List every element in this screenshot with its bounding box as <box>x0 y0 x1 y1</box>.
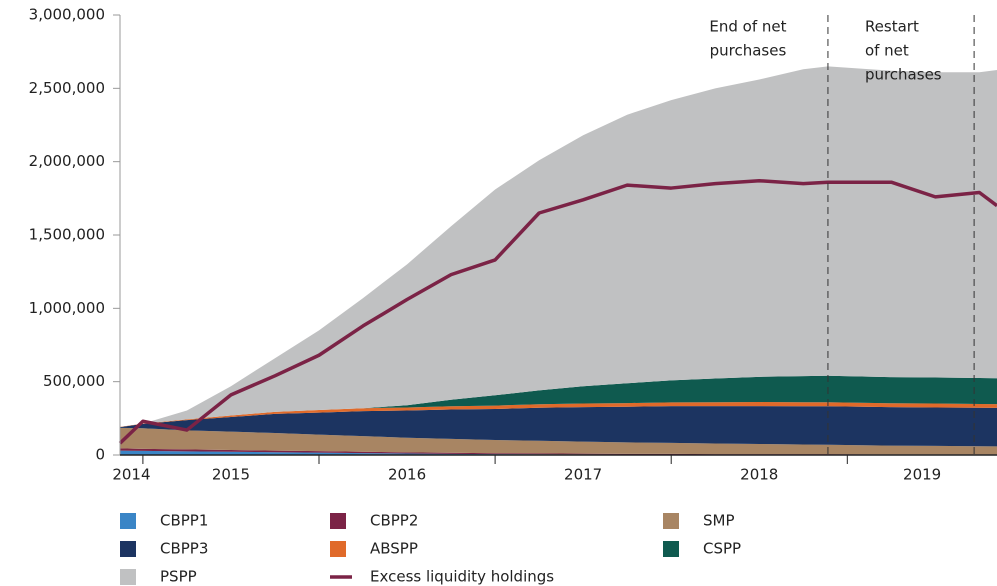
y-tick-label: 1,500,000 <box>29 226 105 244</box>
y-tick-label: 2,500,000 <box>29 79 105 97</box>
x-tick-label: 2015 <box>212 466 250 484</box>
annotation-text: purchases <box>865 66 942 84</box>
legend-swatch <box>120 513 136 529</box>
x-tick-label: 2017 <box>564 466 602 484</box>
legend-swatch <box>663 513 679 529</box>
y-tick-label: 500,000 <box>43 372 105 390</box>
x-tick-label: 2016 <box>388 466 426 484</box>
legend-swatch <box>330 541 346 557</box>
y-tick-label: 1,000,000 <box>29 299 105 317</box>
annotation-text: Restart <box>865 18 919 36</box>
x-tick-label: 2018 <box>740 466 778 484</box>
annotation-text: of net <box>865 42 909 60</box>
annotation-text: End of net <box>709 18 786 36</box>
y-tick-label: 3,000,000 <box>29 6 105 24</box>
x-tick-label: 2014 <box>112 466 150 484</box>
legend-label: CBPP3 <box>160 540 208 558</box>
area <box>120 406 997 447</box>
legend-label: ABSPP <box>370 540 418 558</box>
legend-label: CBPP2 <box>370 512 418 530</box>
legend-swatch <box>120 569 136 585</box>
legend-label: CSPP <box>703 540 741 558</box>
legend-label: SMP <box>703 512 735 530</box>
legend-label: Excess liquidity holdings <box>370 568 554 586</box>
area <box>120 375 997 427</box>
line <box>118 178 997 445</box>
area <box>120 402 997 428</box>
annotation-text: purchases <box>710 42 787 60</box>
area <box>120 448 997 455</box>
legend-label: PSPP <box>160 568 197 586</box>
legend-label: CBPP1 <box>160 512 208 530</box>
area <box>120 66 997 427</box>
legend-swatch <box>120 541 136 557</box>
x-tick-label: 2019 <box>903 466 941 484</box>
area <box>120 427 997 455</box>
y-tick-label: 2,000,000 <box>29 152 105 170</box>
legend-swatch <box>330 513 346 529</box>
legend-swatch <box>663 541 679 557</box>
area <box>120 450 997 455</box>
y-tick-label: 0 <box>95 446 105 464</box>
